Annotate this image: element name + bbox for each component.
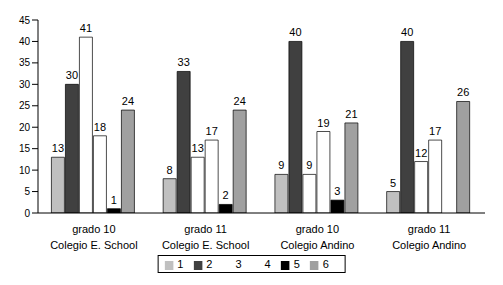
- svg-text:20: 20: [19, 122, 31, 133]
- svg-text:24: 24: [122, 95, 134, 107]
- svg-text:35: 35: [19, 57, 31, 68]
- svg-text:15: 15: [19, 143, 31, 154]
- svg-text:1: 1: [111, 194, 117, 206]
- svg-text:19: 19: [317, 117, 329, 129]
- svg-text:18: 18: [94, 121, 106, 133]
- svg-text:grado 11Colegio E. School: grado 11Colegio E. School: [162, 223, 249, 251]
- svg-text:grado 11Colegio Andino: grado 11Colegio Andino: [392, 223, 466, 251]
- svg-text:30: 30: [19, 79, 31, 90]
- html-text:6: 6: [322, 258, 329, 270]
- svg-text:40: 40: [19, 36, 31, 47]
- svg-text:45: 45: [19, 15, 31, 26]
- svg-text:8: 8: [167, 164, 173, 176]
- svg-text:grado 10Colegio Andino: grado 10Colegio Andino: [280, 223, 354, 251]
- svg-text:17: 17: [206, 125, 218, 137]
- svg-text:3: 3: [334, 185, 340, 197]
- html-text:4: 4: [264, 258, 271, 270]
- svg-text:9: 9: [306, 159, 312, 171]
- html-text:5: 5: [293, 258, 300, 270]
- html-text:2: 2: [206, 258, 213, 270]
- svg-text:13: 13: [52, 142, 64, 154]
- svg-text:41: 41: [80, 22, 92, 34]
- svg-text:25: 25: [19, 100, 31, 111]
- svg-text:24: 24: [234, 95, 246, 107]
- svg-text:13: 13: [192, 142, 204, 154]
- svg-text:26: 26: [457, 86, 469, 98]
- svg-text:17: 17: [429, 125, 441, 137]
- svg-text:5: 5: [390, 177, 396, 189]
- html-text:1: 1: [177, 258, 184, 270]
- svg-text:grado 10Colegio E. School: grado 10Colegio E. School: [50, 223, 137, 251]
- svg-text:33: 33: [178, 56, 190, 68]
- svg-text:21: 21: [345, 108, 357, 120]
- svg-text:40: 40: [401, 26, 413, 38]
- svg-text:2: 2: [223, 189, 229, 201]
- svg-text:5: 5: [24, 186, 30, 197]
- svg-text:9: 9: [278, 159, 284, 171]
- svg-text:10: 10: [19, 165, 31, 176]
- svg-text:0: 0: [24, 208, 30, 219]
- svg-text:30: 30: [66, 69, 78, 81]
- svg-text:40: 40: [289, 26, 301, 38]
- svg-text:12: 12: [415, 147, 427, 159]
- html-text:3: 3: [235, 258, 242, 270]
